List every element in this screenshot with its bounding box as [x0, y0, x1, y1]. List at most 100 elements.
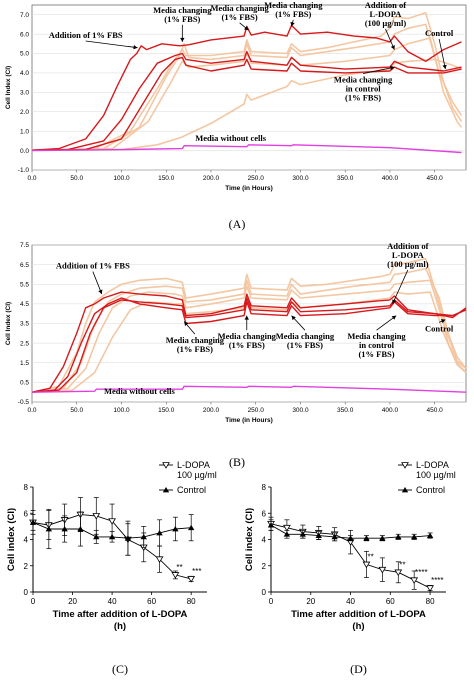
- annotation-label: in control: [359, 340, 395, 350]
- x-tick-label: 0: [31, 597, 36, 606]
- y-tick-label: -1.0: [18, 167, 30, 174]
- series-line-light: [31, 23, 463, 151]
- y-tick-label: 2.0: [20, 109, 29, 116]
- x-tick-label: 150.0: [158, 175, 175, 182]
- panel-label: (A): [229, 217, 246, 231]
- x-tick-label: 400.0: [382, 407, 399, 414]
- annotation-label: Media changing: [334, 75, 393, 85]
- significance-label: **: [367, 552, 373, 561]
- y-tick-label: 2: [24, 562, 29, 571]
- significance-label: **: [399, 560, 405, 569]
- marker-control: [140, 533, 147, 540]
- y-tick-label: 5.0: [20, 51, 29, 58]
- legend-label: 100 µg/ml: [177, 470, 217, 480]
- y-tick-label: 1.5: [20, 360, 29, 367]
- annotation-arrowhead: [390, 65, 395, 71]
- annotation-label: Control: [425, 323, 454, 333]
- annotation-arrow: [392, 269, 409, 305]
- x-tick-label: 20: [306, 597, 315, 606]
- x-tick-label: 60: [147, 597, 156, 606]
- marker-ldopa: [394, 569, 403, 577]
- marker-control: [77, 526, 84, 532]
- significance-label: **: [176, 563, 182, 572]
- annotation-label: Addition of: [365, 0, 406, 10]
- x-tick-label: 50.0: [70, 175, 83, 182]
- x-axis-unit: (h): [114, 621, 126, 632]
- y-tick-label: 4.5: [20, 301, 29, 308]
- x-tick-label: 250.0: [248, 175, 265, 182]
- panel-a: -1.00.01.02.03.04.05.06.07.00.0 50.0 100.0…: [5, 0, 467, 192]
- y-axis-title: Cell Index (CI): [5, 66, 12, 109]
- marker-control: [331, 533, 338, 540]
- legend-marker-ldopa: [401, 462, 409, 469]
- significance-label: ****: [431, 576, 443, 585]
- marker-control: [299, 531, 307, 537]
- annotation-label: in control: [346, 84, 382, 94]
- x-tick-label: 150.0: [158, 407, 175, 414]
- annotation-arrowhead: [98, 289, 103, 295]
- annotation-label: Addition of: [387, 241, 428, 251]
- annotation-arrowhead: [133, 45, 138, 50]
- x-tick-label: 350.0: [337, 407, 354, 414]
- marker-ldopa: [155, 556, 164, 563]
- annotation-label: (1% FBS): [164, 14, 200, 24]
- annotation-label: Media changing: [210, 3, 269, 13]
- marker-ldopa: [426, 585, 434, 592]
- annotation-label: (1% FBS): [222, 12, 258, 22]
- marker-ldopa: [187, 576, 196, 583]
- annotation-label: L-DOPA: [369, 9, 402, 19]
- x-tick-label: 400.0: [382, 175, 399, 182]
- marker-control: [315, 532, 322, 538]
- marker-control: [347, 535, 354, 541]
- annotation-label: (1% FBS): [358, 349, 394, 359]
- y-tick-label: 6: [24, 509, 29, 518]
- y-axis-title: Cell index (CI): [244, 508, 255, 571]
- annotation-label: Media changing: [276, 331, 335, 341]
- marker-control: [124, 535, 132, 541]
- marker-control: [172, 526, 179, 532]
- annotation-label: Addition of 1% FBS: [56, 261, 130, 271]
- annotation-arrowhead: [244, 25, 249, 31]
- annotation-label: Media without cells: [195, 133, 267, 143]
- marker-control: [93, 533, 100, 540]
- panel-label: (B): [229, 455, 245, 469]
- y-tick-label: 7.5: [20, 242, 29, 249]
- x-tick-label: 80: [426, 597, 435, 606]
- x-tick-label: 300.0: [292, 175, 309, 182]
- marker-control: [267, 522, 275, 528]
- y-tick-label: 0: [24, 588, 29, 597]
- y-tick-label: 5.5: [20, 281, 29, 288]
- annotation-arrow: [363, 66, 395, 75]
- y-tick-label: 6: [262, 509, 267, 518]
- marker-ldopa: [171, 572, 180, 579]
- marker-control: [363, 535, 370, 541]
- x-tick-label: 40: [346, 597, 355, 606]
- y-tick-label: 4: [24, 536, 29, 545]
- marker-control: [395, 533, 402, 540]
- x-tick-label: 0.0: [27, 407, 36, 414]
- annotation-label: L-DOPA: [392, 250, 425, 260]
- series-line-red: [31, 297, 467, 393]
- y-tick-label: 4: [262, 536, 267, 545]
- marker-ldopa: [378, 566, 387, 574]
- marker-control: [29, 519, 37, 525]
- annotation-label: (100 µg/ml): [387, 259, 429, 269]
- x-tick-label: 300.0: [292, 407, 309, 414]
- significance-label: ***: [192, 567, 201, 576]
- legend-marker-control: [401, 487, 409, 493]
- annotation-arrowhead: [291, 315, 296, 321]
- annotation-arrowhead: [391, 315, 397, 320]
- y-tick-label: 4.0: [20, 70, 29, 77]
- series-line-red: [31, 291, 467, 393]
- annotation-label: (1% FBS): [345, 93, 381, 103]
- panel-label: (D): [350, 662, 367, 676]
- annotation-arrowhead: [392, 299, 397, 304]
- annotation-label: Media changing: [264, 0, 323, 10]
- marker-control: [61, 526, 68, 532]
- annotation-label: Media changing: [153, 5, 212, 15]
- annotation-arrowhead: [390, 45, 395, 50]
- series-line-light: [31, 257, 467, 393]
- series-line-magenta: [31, 385, 467, 393]
- marker-ldopa: [283, 524, 291, 532]
